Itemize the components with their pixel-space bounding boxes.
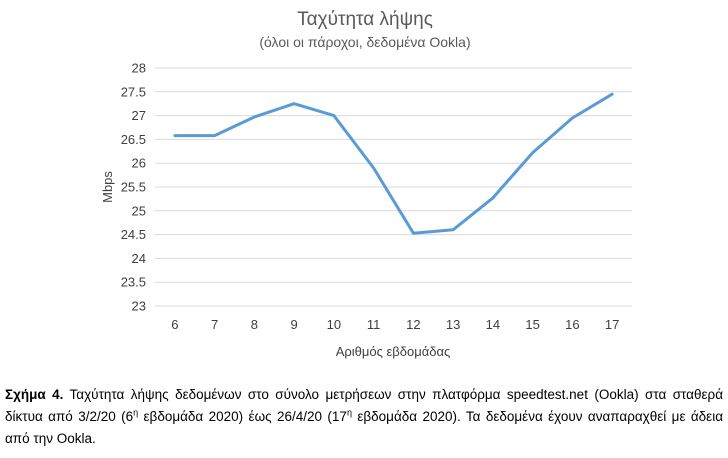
x-tick-label: 13 — [446, 317, 460, 332]
x-tick-label: 8 — [251, 317, 258, 332]
x-tick-label: 17 — [605, 317, 619, 332]
y-tick-label: 27.5 — [121, 84, 146, 99]
series-layer — [173, 92, 614, 235]
gridlines — [155, 67, 632, 307]
y-tick-label: 24.5 — [121, 227, 146, 242]
caption-text-2: εβδομάδα 2020) έως 26/4/20 (17 — [138, 409, 347, 424]
x-tick-label: 9 — [291, 317, 298, 332]
chart-subtitle: (όλοι οι πάροχοι, δεδομένα Ookla) — [259, 34, 470, 50]
x-tick-label: 16 — [565, 317, 579, 332]
x-tick-label: 14 — [486, 317, 500, 332]
y-axis-label: Mbps — [100, 171, 115, 203]
caption-sup-1: η — [133, 407, 139, 418]
line-chart: Ταχύτητα λήψης (όλοι οι πάροχοι, δεδομέν… — [100, 9, 632, 359]
caption-label: Σχήμα 4. — [5, 387, 64, 402]
caption-text-1: Ταχύτητα λήψης δεδομένων στο σύνολο μετρ… — [5, 387, 724, 424]
x-tick-label: 12 — [406, 317, 420, 332]
x-tick-label: 11 — [367, 317, 381, 332]
y-axis-ticks: 23 23.5 24 24.5 25 25.5 26 26.5 27 27.5 28 — [121, 61, 146, 314]
y-tick-label: 25 — [132, 203, 146, 218]
y-tick-label: 28 — [132, 61, 146, 76]
y-tick-label: 23 — [132, 299, 146, 314]
x-tick-label: 10 — [327, 317, 341, 332]
x-axis-ticks: 6 7 8 9 10 11 12 13 14 15 16 17 — [171, 317, 619, 332]
y-tick-label: 26.5 — [121, 132, 146, 147]
x-axis-label: Αριθμός εβδομάδας — [336, 344, 451, 359]
caption-text-3: εβδομάδα 2020). Τα δεδομένα έχουν αναπαρ… — [5, 409, 724, 446]
x-tick-label: 7 — [211, 317, 218, 332]
x-tick-label: 15 — [525, 317, 539, 332]
chart-title: Ταχύτητα λήψης — [297, 9, 433, 30]
y-tick-label: 27 — [132, 108, 146, 123]
y-tick-label: 26 — [132, 156, 146, 171]
figure-caption: Σχήμα 4. Ταχύτητα λήψης δεδομένων στο σύ… — [5, 384, 723, 450]
series-line — [173, 92, 614, 235]
x-tick-label: 6 — [171, 317, 178, 332]
y-tick-label: 23.5 — [121, 275, 146, 290]
y-tick-label: 24 — [132, 251, 146, 266]
y-tick-label: 25.5 — [121, 180, 146, 195]
caption-sup-2: η — [346, 407, 352, 418]
